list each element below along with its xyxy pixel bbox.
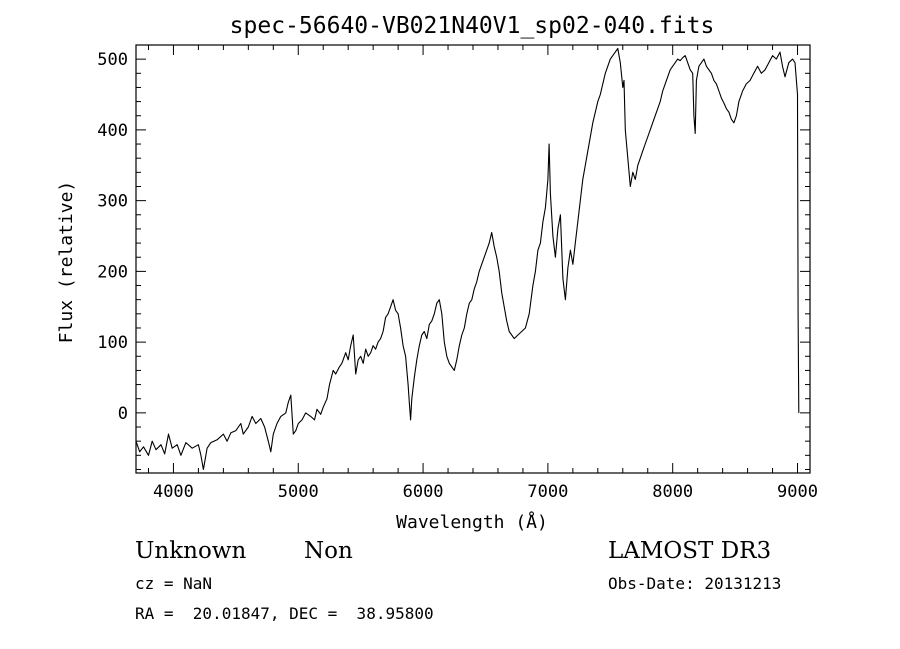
x-axis-label: Wavelength (Å)	[396, 511, 548, 533]
plot-frame	[135, 44, 811, 474]
object-class: Unknown	[135, 538, 247, 564]
x-tick-label: 9000	[777, 482, 818, 502]
x-tick-label: 5000	[278, 482, 319, 502]
survey-label: LAMOST DR3	[608, 538, 772, 564]
y-tick-label: 500	[97, 50, 128, 70]
y-tick-label: 200	[97, 262, 128, 282]
y-tick-label: 0	[118, 404, 128, 424]
spectrum-line	[135, 47, 800, 471]
y-axis: 0 100 200 300 400 500	[97, 44, 810, 470]
coordinates-text: RA = 20.01847, DEC = 38.95800	[135, 604, 434, 623]
x-tick-label: 6000	[403, 482, 444, 502]
x-axis: 4000 5000 6000 7000 8000 9000	[147, 45, 818, 502]
y-tick-label: 100	[97, 333, 128, 353]
x-tick-label: 4000	[153, 482, 194, 502]
chart-title: spec-56640-VB021N40V1_sp02-040.fits	[230, 13, 715, 39]
redshift-text: cz = NaN	[135, 574, 213, 593]
object-subclass: Non	[304, 538, 353, 564]
y-tick-label: 400	[97, 121, 128, 141]
series-layer	[135, 47, 800, 471]
obs-date: Obs-Date: 20131213	[608, 574, 782, 593]
y-tick-label: 300	[97, 192, 128, 212]
y-axis-label: Flux (relative)	[56, 181, 77, 344]
x-tick-label: 7000	[527, 482, 568, 502]
x-tick-label: 8000	[652, 482, 693, 502]
